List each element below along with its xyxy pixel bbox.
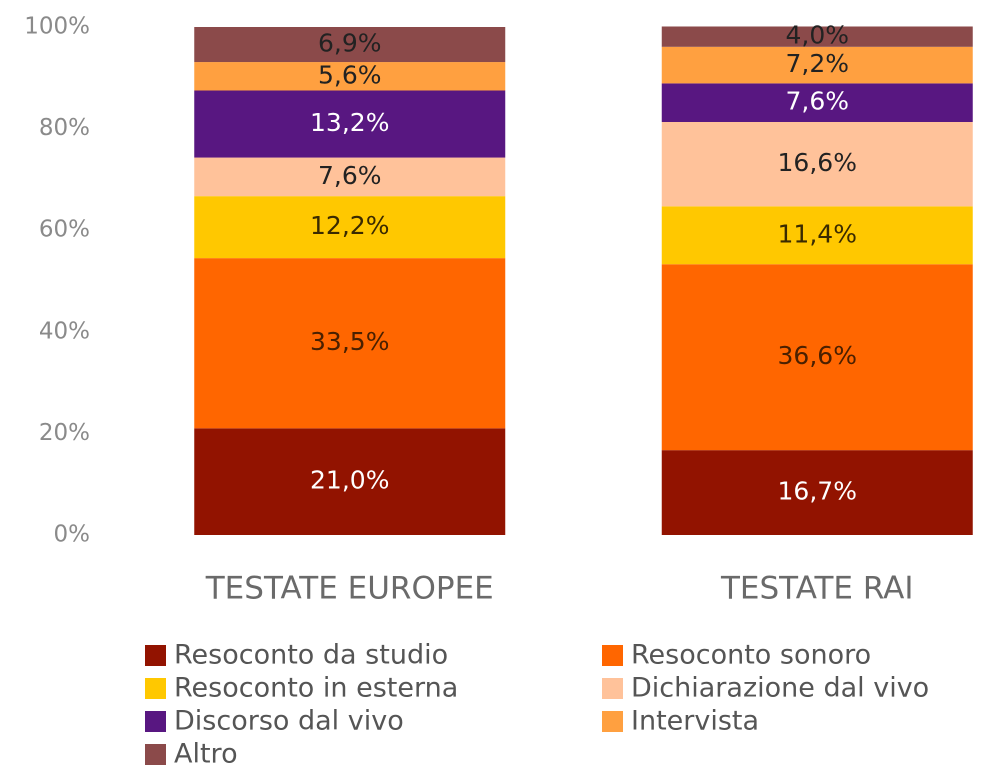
legend-label: Resoconto in esterna	[174, 673, 458, 704]
legend-swatch	[145, 711, 166, 732]
bar-segment	[661, 46, 973, 84]
legend-swatch	[145, 645, 166, 666]
legend-swatch	[145, 678, 166, 699]
value-label: 36,6%	[778, 341, 857, 370]
legend-swatch	[602, 711, 623, 732]
y-tick-label: 40%	[39, 318, 90, 344]
value-label: 16,6%	[778, 148, 857, 177]
legend-label: Intervista	[631, 706, 759, 737]
bar-segment	[194, 90, 506, 158]
y-tick-label: 80%	[39, 115, 90, 141]
value-label: 12,2%	[310, 211, 389, 240]
bar-segment	[194, 196, 506, 259]
value-label: 13,2%	[310, 108, 389, 137]
bar-segment	[661, 206, 973, 265]
legend-label: Resoconto sonoro	[631, 640, 871, 671]
bar-segment	[661, 264, 973, 451]
value-label: 7,6%	[785, 87, 849, 116]
y-tick-label: 100%	[24, 14, 90, 40]
bar-segment	[194, 258, 506, 429]
value-label: 5,6%	[318, 60, 382, 89]
bar-segment	[194, 428, 506, 535]
value-label: 7,2%	[785, 49, 849, 78]
legend-label: Discorso dal vivo	[174, 706, 404, 737]
legend-label: Dichiarazione dal vivo	[631, 673, 929, 704]
value-label: 21,0%	[310, 466, 389, 495]
bar-segment	[661, 450, 973, 535]
value-label: 4,0%	[785, 21, 849, 50]
x-tick-label: TESTATE EUROPEE	[205, 571, 494, 607]
legend-swatch	[602, 645, 623, 666]
y-tick-label: 20%	[39, 420, 90, 446]
value-label: 7,6%	[318, 161, 382, 190]
bar-segment	[661, 83, 973, 122]
value-label: 6,9%	[318, 29, 382, 58]
legend-label: Resoconto da studio	[174, 640, 448, 671]
value-label: 33,5%	[310, 327, 389, 356]
bar-segment	[194, 157, 506, 197]
legend-swatch	[145, 744, 166, 765]
x-tick-label: TESTATE RAI	[720, 571, 914, 607]
bar-segment	[661, 121, 973, 207]
bar-segment	[661, 26, 973, 47]
bar-segment	[194, 62, 506, 91]
bar-segment	[194, 27, 506, 63]
value-label: 16,7%	[778, 477, 857, 506]
y-tick-label: 0%	[54, 522, 91, 548]
legend-swatch	[602, 678, 623, 699]
value-label: 11,4%	[778, 219, 857, 248]
y-tick-label: 60%	[39, 217, 90, 243]
legend-label: Altro	[174, 739, 238, 770]
